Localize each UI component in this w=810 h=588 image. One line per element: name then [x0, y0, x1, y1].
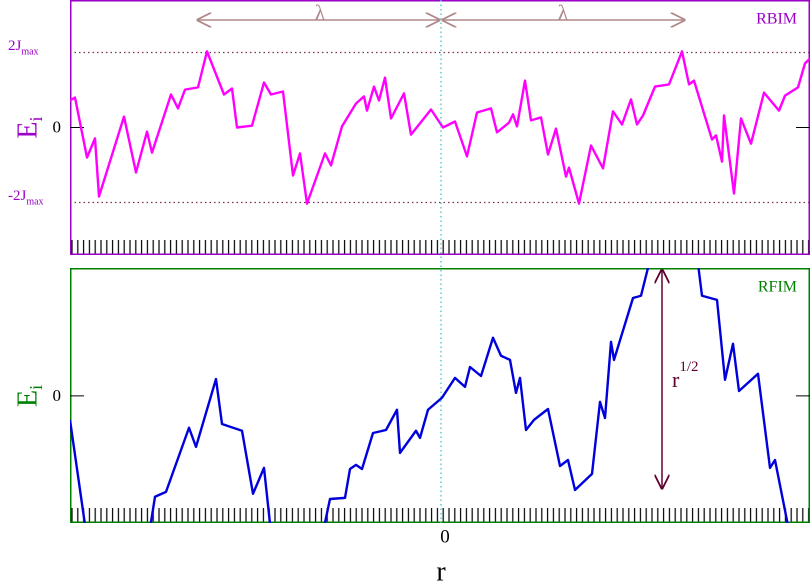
- data-line: [70, 268, 789, 523]
- minor-ticks: [70, 508, 810, 523]
- annotation: λ: [558, 0, 569, 25]
- panel-frame: [70, 0, 810, 255]
- annotation-sup: 1/2: [679, 359, 698, 375]
- x-axis-label: r: [436, 556, 446, 587]
- y-axis-label-sub: i: [26, 385, 46, 390]
- y-tick-label-sub: max: [26, 197, 43, 208]
- panel-frame: [70, 268, 810, 523]
- y-axis-label: Ei: [12, 116, 46, 138]
- panel-label: RFIM: [758, 279, 797, 296]
- annotation: r1/2: [672, 359, 699, 392]
- data-line: [70, 50, 810, 205]
- y-tick-label: 0: [53, 117, 62, 136]
- minor-ticks: [70, 240, 810, 255]
- annotation: λ: [315, 0, 326, 25]
- y-tick-label: 0: [53, 386, 62, 405]
- x-tick-label: 0: [440, 526, 450, 547]
- y-tick-label: 2Jmax: [8, 38, 39, 58]
- y-axis-label: Ei: [12, 385, 46, 407]
- panel-label: RBIM: [756, 11, 797, 28]
- y-tick-label: -2Jmax: [8, 188, 44, 208]
- y-axis-label-sub: i: [26, 116, 46, 121]
- y-tick-label-sub: max: [21, 47, 38, 58]
